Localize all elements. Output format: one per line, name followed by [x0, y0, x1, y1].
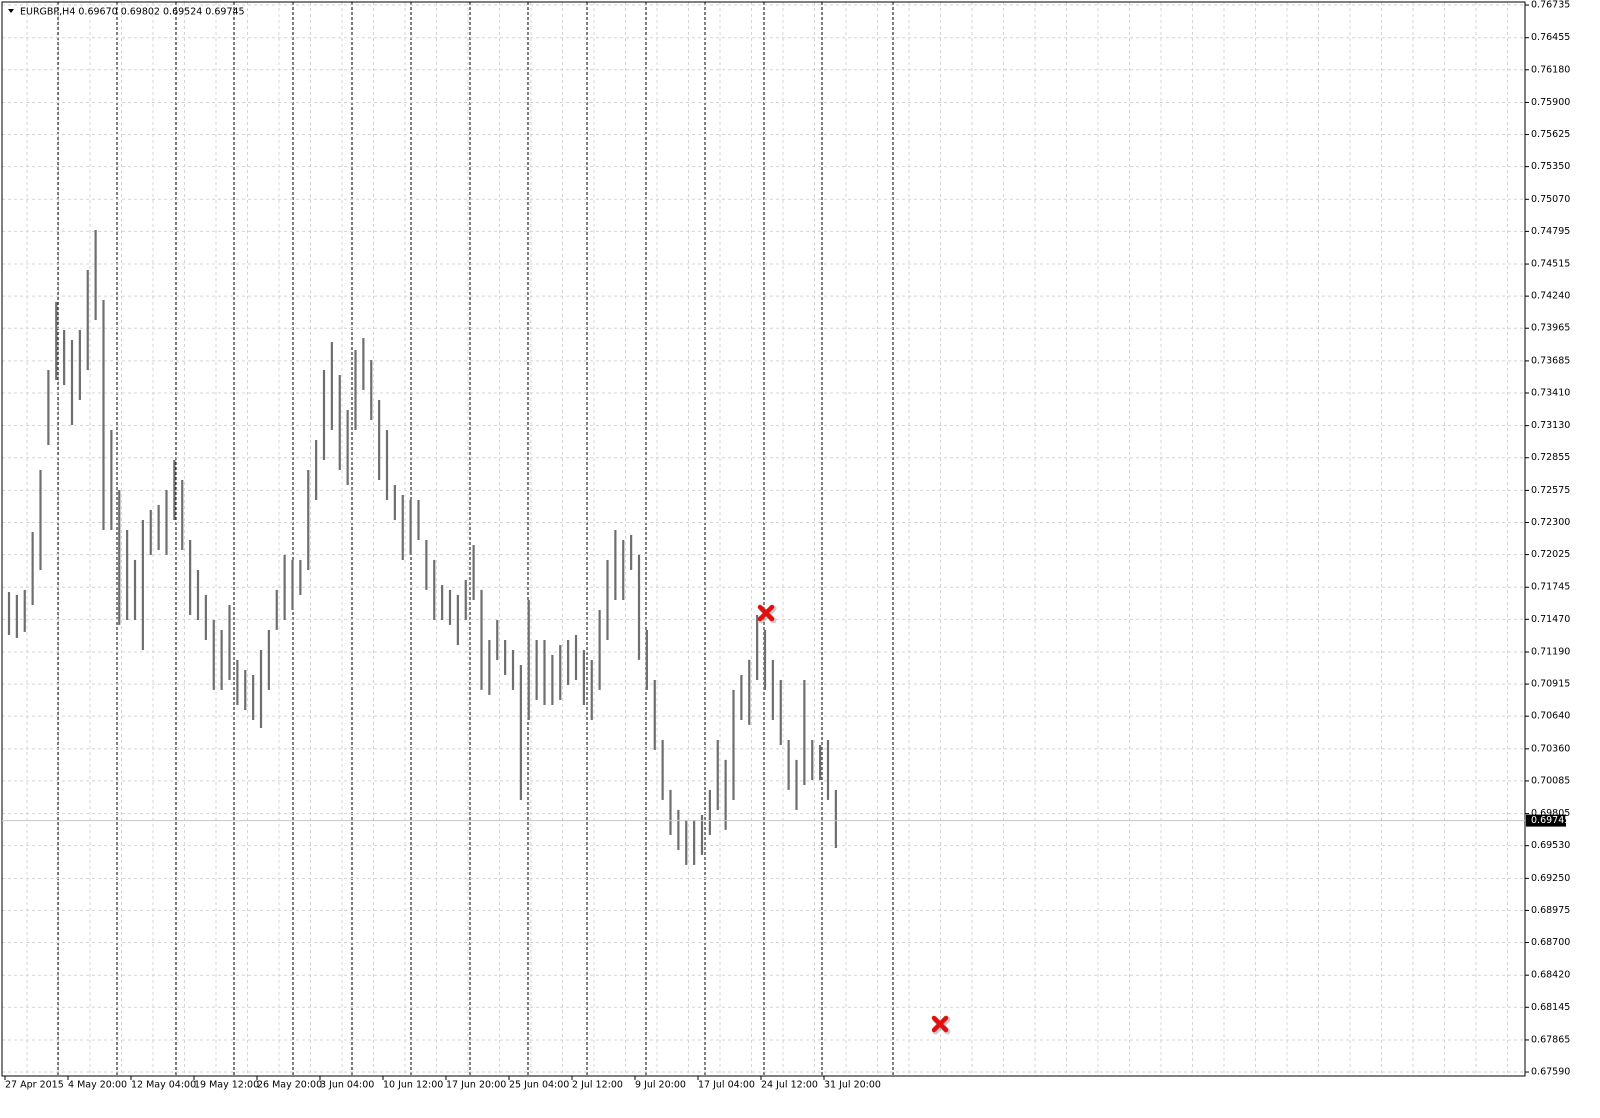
x-tick-label: 9 Jul 20:00 — [635, 1080, 686, 1091]
y-tick-label: 0.68975 — [1531, 905, 1570, 916]
chart-title: EURGBP,H4 0.69670 0.69802 0.69524 0.6974… — [20, 7, 245, 18]
y-tick-label: 0.70915 — [1531, 679, 1570, 690]
y-tick-label: 0.70085 — [1531, 775, 1570, 786]
x-tick-label: 25 Jun 04:00 — [509, 1080, 569, 1091]
y-tick-label: 0.72300 — [1531, 517, 1570, 528]
last-price-label: 0.69745 — [1531, 815, 1570, 826]
y-tick-label: 0.73965 — [1531, 323, 1570, 334]
grid — [2, 2, 1525, 1076]
x-tick-label: 19 May 12:00 — [194, 1080, 259, 1091]
y-tick-label: 0.67590 — [1531, 1067, 1570, 1078]
last-price-box — [1526, 814, 1566, 827]
x-tick-label: 26 May 20:00 — [257, 1080, 322, 1091]
y-tick-label: 0.76735 — [1531, 0, 1570, 11]
y-tick-label: 0.72025 — [1531, 549, 1570, 560]
y-tick-label: 0.73130 — [1531, 420, 1570, 431]
bars — [7, 229, 837, 865]
x-tick-label: 4 May 20:00 — [68, 1080, 127, 1091]
y-tick-label: 0.75900 — [1531, 97, 1570, 108]
y-tick-label: 0.72855 — [1531, 452, 1570, 463]
y-tick-label: 0.68145 — [1531, 1002, 1570, 1013]
y-tick-label: 0.71190 — [1531, 647, 1570, 658]
y-tick-label: 0.68420 — [1531, 970, 1570, 981]
x-tick-label: 24 Jul 12:00 — [761, 1080, 818, 1091]
x-tick-label: 31 Jul 20:00 — [824, 1080, 881, 1091]
y-tick-label: 0.69250 — [1531, 873, 1570, 884]
x-tick-label: 27 Apr 2015 — [5, 1080, 64, 1091]
y-tick-label: 0.74795 — [1531, 226, 1570, 237]
x-tick-label: 2 Jul 12:00 — [572, 1080, 623, 1091]
x-tick-label: 17 Jul 04:00 — [698, 1080, 755, 1091]
y-tick-label: 0.71470 — [1531, 614, 1570, 625]
y-tick-label: 0.68700 — [1531, 937, 1570, 948]
y-tick-label: 0.75625 — [1531, 129, 1570, 140]
y-tick-label: 0.70360 — [1531, 743, 1570, 754]
x-tick-label: 10 Jun 12:00 — [383, 1080, 443, 1091]
y-tick-label: 0.76180 — [1531, 64, 1570, 75]
marker — [931, 1015, 951, 1035]
x-tick-label: 3 Jun 04:00 — [320, 1080, 374, 1091]
marker — [757, 604, 777, 624]
y-tick-label: 0.67865 — [1531, 1034, 1570, 1045]
y-tick-label: 0.69530 — [1531, 840, 1570, 851]
y-tick-label: 0.74240 — [1531, 291, 1570, 302]
y-tick-label: 0.73410 — [1531, 387, 1570, 398]
y-tick-label: 0.71745 — [1531, 582, 1570, 593]
x-tick-label: 12 May 04:00 — [131, 1080, 196, 1091]
y-tick-label: 0.75350 — [1531, 161, 1570, 172]
y-tick-label: 0.69805 — [1531, 808, 1570, 819]
menu-arrow — [8, 9, 14, 13]
y-tick-label: 0.74515 — [1531, 259, 1570, 270]
y-tick-label: 0.70640 — [1531, 711, 1570, 722]
y-tick-label: 0.75070 — [1531, 194, 1570, 205]
x-tick-label: 17 Jun 20:00 — [446, 1080, 506, 1091]
y-tick-label: 0.73685 — [1531, 355, 1570, 366]
y-tick-label: 0.72575 — [1531, 485, 1570, 496]
y-tick-label: 0.76455 — [1531, 32, 1570, 43]
plot-frame — [1, 1, 1526, 1077]
